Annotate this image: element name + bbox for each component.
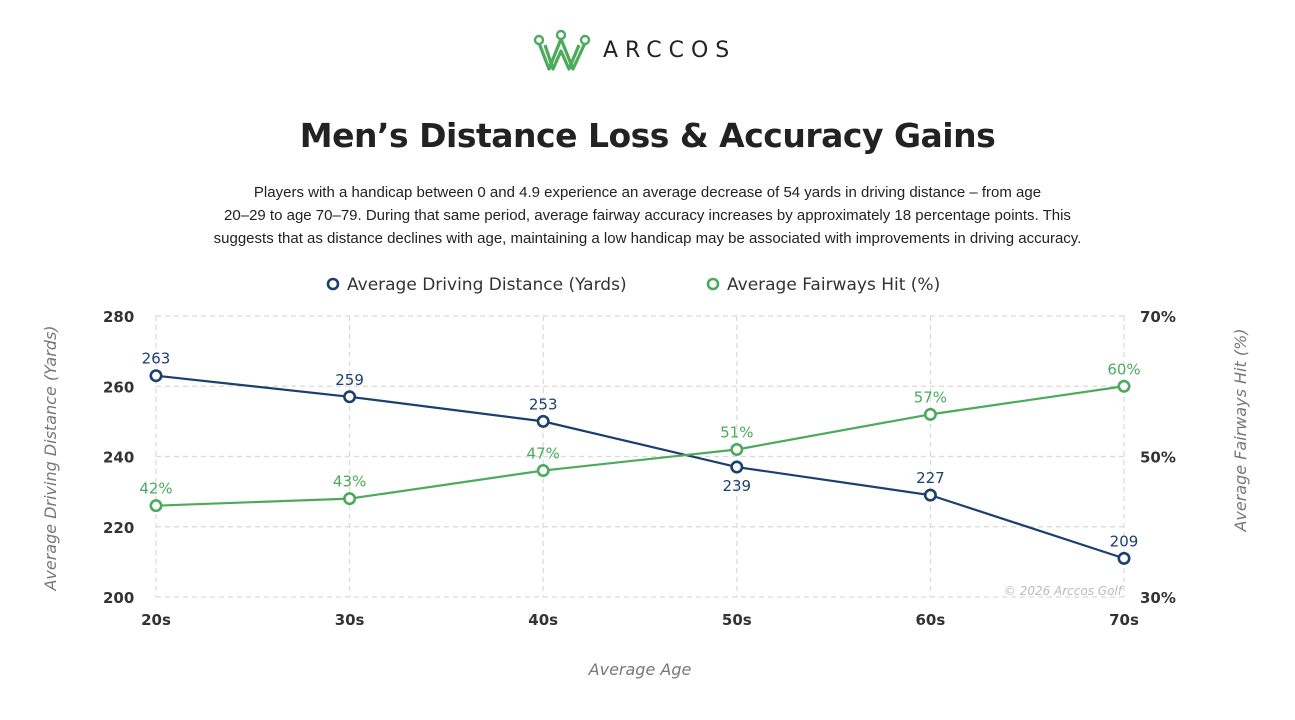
data-label-distance: 239: [722, 477, 751, 495]
data-label-distance: 263: [142, 350, 171, 368]
y-tick-right-label: 30%: [1140, 589, 1176, 607]
brand-name: ARCCOS: [603, 37, 737, 63]
legend-fairways-label: Average Fairways Hit (%): [727, 275, 940, 295]
x-tick-label: 30s: [335, 611, 365, 629]
data-label-distance: 259: [335, 371, 364, 389]
subtitle: Players with a handicap between 0 and 4.…: [90, 181, 1205, 250]
data-point-fairways: [536, 464, 550, 478]
legend-fairways-marker: [706, 277, 720, 291]
data-point-distance: [1117, 551, 1131, 565]
data-label-fairways: 57%: [914, 388, 947, 406]
data-point-fairways: [923, 407, 937, 421]
legend: Average Driving Distance (Yards) Average…: [326, 275, 940, 295]
data-label-fairways: 42%: [139, 480, 172, 498]
data-point-distance: [536, 414, 550, 428]
y-tick-right-label: 70%: [1140, 308, 1176, 326]
data-label-fairways: 60%: [1107, 360, 1140, 378]
y-tick-left-label: 240: [103, 449, 134, 467]
data-label-distance: 227: [916, 469, 945, 487]
arccos-logo: ARCCOS: [533, 28, 736, 72]
x-tick-label: 40s: [528, 611, 558, 629]
y-axis-right-label: Average Fairways Hit (%): [1231, 328, 1250, 532]
data-point-fairways: [730, 442, 744, 456]
x-tick-label: 70s: [1109, 611, 1139, 629]
data-label-fairways: 43%: [333, 473, 366, 491]
data-label-distance: 253: [529, 395, 558, 413]
legend-distance-label: Average Driving Distance (Yards): [347, 275, 627, 295]
series-line-fairways: [155, 385, 1125, 507]
y-tick-left-label: 200: [103, 589, 134, 607]
data-point-distance: [923, 488, 937, 502]
y-tick-right-label: 50%: [1140, 449, 1176, 467]
page-title: Men’s Distance Loss & Accuracy Gains: [299, 116, 996, 155]
crown-logo-icon: [533, 29, 591, 71]
subtitle-line: suggests that as distance declines with …: [213, 230, 1082, 247]
series: 263 259 253 239 227 209 42% 43% 47% 51% 57% 60%: [139, 350, 1141, 565]
data-point-fairways: [149, 499, 163, 513]
data-point-distance: [343, 390, 357, 404]
y-tick-left-label: 220: [103, 519, 134, 537]
y-axis-left-label: Average Driving Distance (Yards): [41, 325, 60, 591]
copyright: © 2026 Arccos Golf: [1004, 584, 1124, 598]
subtitle-line: 20–29 to age 70–79. During that same per…: [224, 207, 1071, 224]
x-axis-label: Average Age: [588, 660, 692, 679]
y-tick-left-label: 260: [103, 378, 134, 396]
subtitle-line: Players with a handicap between 0 and 4.…: [253, 184, 1042, 201]
data-point-distance: [149, 369, 163, 383]
data-label-fairways: 47%: [527, 445, 560, 463]
x-tick-label: 20s: [141, 611, 171, 629]
data-point-fairways: [343, 492, 357, 506]
data-label-fairways: 51%: [720, 423, 753, 441]
x-tick-label: 50s: [722, 611, 752, 629]
legend-distance-marker: [326, 277, 340, 291]
x-tick-label: 60s: [915, 611, 945, 629]
series-line-distance: [155, 374, 1125, 560]
data-label-distance: 209: [1110, 532, 1139, 550]
data-point-fairways: [1117, 379, 1131, 393]
y-tick-left-label: 280: [103, 308, 134, 326]
data-point-distance: [730, 460, 744, 474]
